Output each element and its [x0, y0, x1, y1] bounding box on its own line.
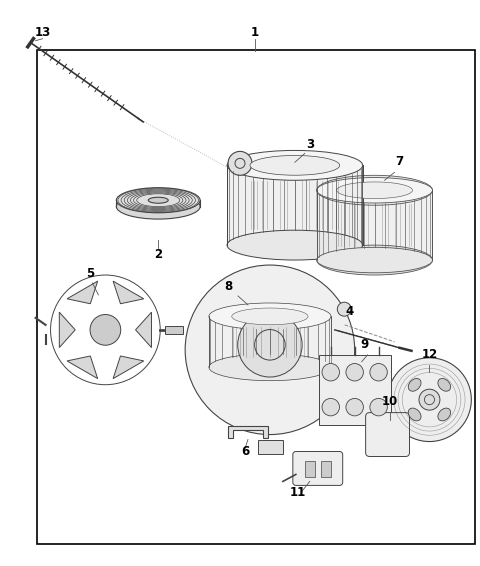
Circle shape — [370, 398, 387, 416]
Ellipse shape — [250, 156, 340, 175]
Ellipse shape — [116, 194, 200, 219]
Polygon shape — [113, 281, 144, 304]
Polygon shape — [228, 426, 268, 438]
Ellipse shape — [317, 245, 432, 275]
Circle shape — [322, 363, 339, 381]
Text: 10: 10 — [382, 395, 398, 408]
Ellipse shape — [408, 408, 421, 421]
Text: 8: 8 — [224, 280, 232, 293]
Text: 4: 4 — [346, 305, 354, 318]
Bar — [209, 316, 331, 367]
Circle shape — [387, 358, 471, 441]
Text: 13: 13 — [35, 26, 51, 39]
Ellipse shape — [317, 178, 432, 203]
Circle shape — [337, 302, 351, 316]
Circle shape — [322, 398, 339, 416]
FancyBboxPatch shape — [366, 413, 409, 457]
Ellipse shape — [116, 188, 200, 213]
Polygon shape — [67, 281, 97, 304]
FancyBboxPatch shape — [293, 452, 343, 486]
Ellipse shape — [209, 354, 331, 381]
Ellipse shape — [227, 230, 363, 260]
Circle shape — [346, 363, 363, 381]
Ellipse shape — [408, 379, 421, 391]
Bar — [165, 326, 183, 334]
Bar — [258, 440, 283, 453]
Text: 5: 5 — [86, 267, 95, 280]
Bar — [321, 461, 331, 478]
Polygon shape — [60, 312, 75, 348]
Ellipse shape — [336, 182, 412, 199]
Text: 7: 7 — [396, 155, 404, 168]
Polygon shape — [135, 312, 152, 348]
Circle shape — [228, 151, 252, 175]
Circle shape — [370, 363, 387, 381]
Ellipse shape — [227, 151, 363, 180]
Circle shape — [238, 312, 302, 377]
Polygon shape — [113, 356, 144, 379]
Text: 6: 6 — [241, 444, 249, 457]
Circle shape — [346, 398, 363, 416]
Ellipse shape — [148, 197, 168, 203]
Text: 1: 1 — [251, 26, 259, 39]
Polygon shape — [67, 356, 97, 379]
Ellipse shape — [438, 379, 451, 391]
Ellipse shape — [209, 303, 331, 330]
Circle shape — [185, 265, 355, 435]
Bar — [305, 461, 315, 478]
Bar — [36, 50, 475, 544]
Text: 9: 9 — [360, 338, 369, 351]
Ellipse shape — [232, 308, 308, 325]
Circle shape — [90, 315, 121, 345]
Bar — [319, 355, 391, 424]
Bar — [317, 190, 432, 260]
Ellipse shape — [317, 247, 432, 273]
Text: 3: 3 — [306, 139, 314, 151]
Text: 2: 2 — [154, 248, 162, 261]
Text: 12: 12 — [421, 348, 438, 361]
Ellipse shape — [438, 408, 451, 421]
Text: 11: 11 — [290, 486, 306, 499]
Circle shape — [378, 424, 397, 444]
Ellipse shape — [317, 175, 432, 205]
Bar — [227, 165, 363, 245]
Circle shape — [419, 389, 440, 410]
